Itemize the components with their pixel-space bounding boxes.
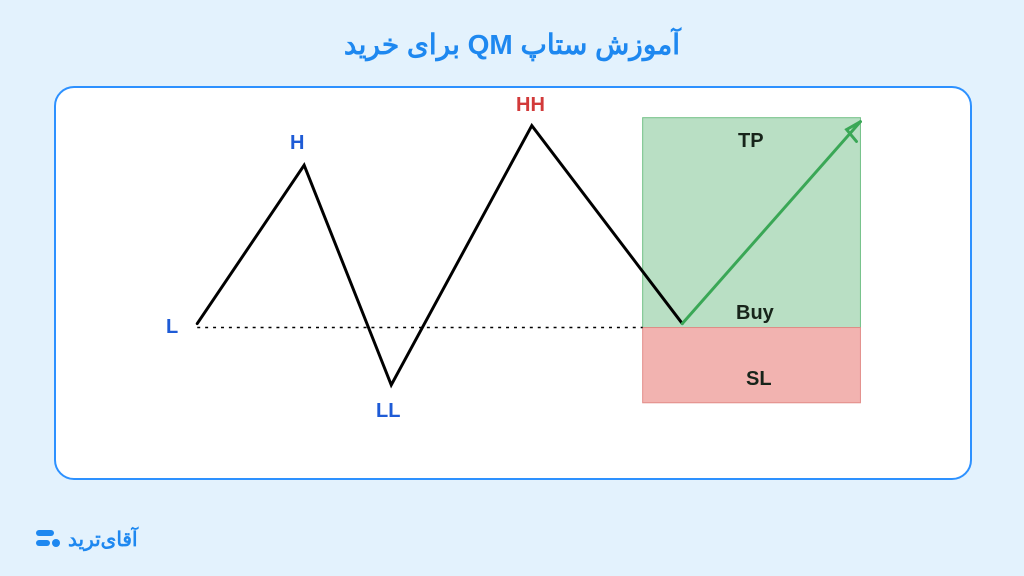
label-H: H <box>290 132 304 155</box>
label-LL: LL <box>376 400 400 423</box>
diagram-panel: L H LL HH TP Buy SL <box>54 86 972 480</box>
page-title: آموزش ستاپ QM برای خرید <box>0 28 1024 61</box>
label-Buy: Buy <box>736 302 774 325</box>
label-L: L <box>166 316 178 339</box>
brand-logo-icon <box>32 524 62 554</box>
brand-logo: آقای‌ترید <box>32 524 138 554</box>
label-SL: SL <box>746 368 772 391</box>
qm-setup-diagram <box>56 88 970 478</box>
brand-logo-text: آقای‌ترید <box>68 527 138 552</box>
label-HH: HH <box>516 94 545 117</box>
label-TP: TP <box>738 130 764 153</box>
page-root: آموزش ستاپ QM برای خرید L H LL HH TP Buy… <box>0 0 1024 576</box>
